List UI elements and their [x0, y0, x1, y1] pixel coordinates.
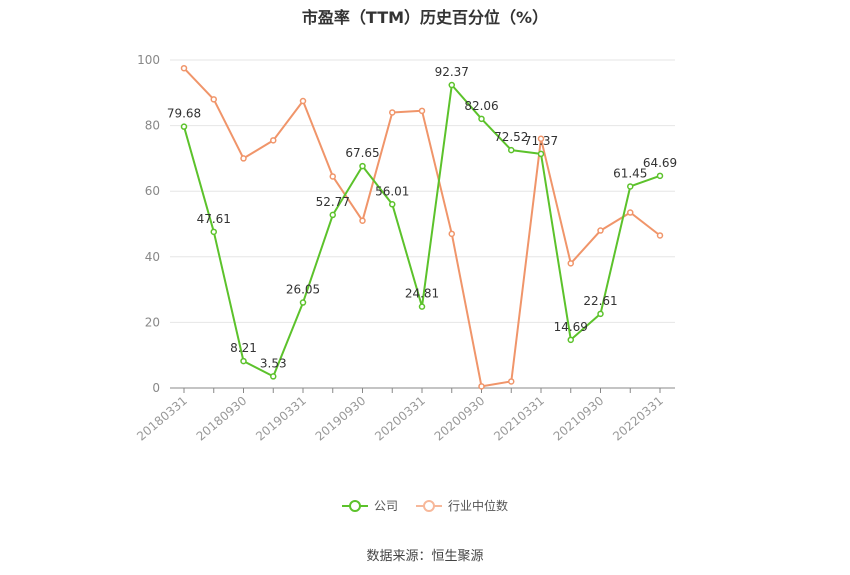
- data-point-company: [389, 201, 396, 208]
- data-point-company: [656, 172, 664, 180]
- data-point-company: [597, 310, 604, 318]
- data-point-industry-median: [240, 155, 247, 162]
- data-point-company: [299, 299, 307, 306]
- x-tick-label: 20190331: [253, 394, 309, 444]
- grid-layer: [170, 59, 675, 323]
- data-label: 71.37: [524, 134, 558, 148]
- y-tick-label: 20: [145, 315, 160, 329]
- series-line-industry-median: [183, 67, 661, 388]
- data-point-company: [627, 183, 634, 190]
- x-tick-label: 20220331: [610, 394, 666, 444]
- data-point-industry-median: [180, 64, 188, 72]
- data-point-company: [210, 228, 217, 236]
- data-point-industry-median: [448, 230, 455, 238]
- data-label: 72.52: [494, 130, 528, 144]
- data-point-industry-median: [359, 217, 366, 224]
- data-point-company: [567, 336, 574, 344]
- legend-item-company[interactable]: 公司: [341, 497, 398, 514]
- data-point-company: [180, 123, 188, 130]
- data-point-industry-median: [627, 209, 634, 216]
- data-label: 79.68: [167, 107, 201, 121]
- data-label: 47.61: [197, 212, 231, 226]
- data-label: 92.37: [435, 65, 469, 79]
- chart-title: 市盈率（TTM）历史百分位（%）: [301, 8, 549, 27]
- y-tick-label: 0: [152, 381, 160, 395]
- data-label: 64.69: [643, 156, 677, 170]
- x-tick-label: 20210930: [551, 394, 607, 444]
- data-point-company: [270, 373, 277, 380]
- x-tick-label: 20180930: [194, 394, 250, 444]
- data-point-industry-median: [210, 96, 217, 103]
- data-point-company: [448, 81, 455, 89]
- x-tick-label: 20200930: [432, 394, 488, 444]
- data-label: 67.65: [345, 146, 379, 160]
- x-tick-label: 20190930: [313, 394, 369, 444]
- data-point-industry-median: [418, 107, 426, 115]
- data-label: 56.01: [375, 184, 409, 198]
- data-label: 26.05: [286, 283, 320, 297]
- data-point-company: [508, 146, 515, 154]
- data-point-industry-median: [508, 378, 515, 385]
- data-label: 82.06: [464, 99, 498, 113]
- data-point-company: [478, 115, 485, 123]
- data-point-industry-median: [329, 173, 336, 180]
- data-point-industry-median: [597, 227, 604, 234]
- y-tick-label: 60: [145, 184, 160, 198]
- legend-item-industry-median[interactable]: 行业中位数: [416, 497, 508, 514]
- data-point-industry-median: [537, 135, 545, 142]
- legend-swatch-company: [341, 499, 368, 512]
- data-point-company: [418, 303, 426, 310]
- data-label: 24.81: [405, 287, 439, 301]
- data-point-company: [359, 162, 366, 170]
- legend-label-industry-median: 行业中位数: [448, 499, 509, 513]
- x-tick-label: 20200331: [372, 394, 428, 444]
- series-line-company: [183, 84, 661, 378]
- data-label: 8.21: [230, 341, 257, 355]
- legend-label-company: 公司: [373, 499, 398, 513]
- data-point-industry-median: [389, 109, 396, 116]
- y-tick-label: 100: [137, 53, 160, 67]
- data-point-industry-median: [299, 97, 307, 105]
- series-layer: [180, 64, 664, 390]
- data-label: 61.45: [613, 166, 647, 180]
- x-tick-label: 20210331: [491, 394, 547, 444]
- legend: 公司 行业中位数: [0, 497, 850, 514]
- data-label: 3.53: [260, 356, 287, 370]
- data-point-industry-median: [567, 260, 574, 267]
- legend-swatch-industry-median: [416, 499, 442, 512]
- y-tick-label: 80: [145, 119, 160, 133]
- data-point-industry-median: [656, 232, 664, 239]
- legend-marker-company: [348, 499, 361, 512]
- data-label-layer: 79.68 47.61 8.213.53 26.05 52.77 67.65 56.01 24…: [167, 65, 677, 370]
- data-label: 14.69: [554, 320, 588, 334]
- x-tick-label: 20180331: [134, 394, 190, 444]
- data-source: 数据来源：恒生聚源: [366, 549, 484, 564]
- data-point-industry-median: [270, 137, 277, 144]
- data-point-company: [329, 211, 336, 219]
- data-label: 22.61: [583, 294, 617, 308]
- legend-marker-industry-median: [423, 499, 435, 512]
- data-point-company: [240, 357, 247, 365]
- data-label: 52.77: [316, 195, 350, 209]
- data-point-company: [537, 150, 545, 158]
- y-tick-label: 40: [145, 250, 160, 264]
- data-point-industry-median: [478, 383, 485, 390]
